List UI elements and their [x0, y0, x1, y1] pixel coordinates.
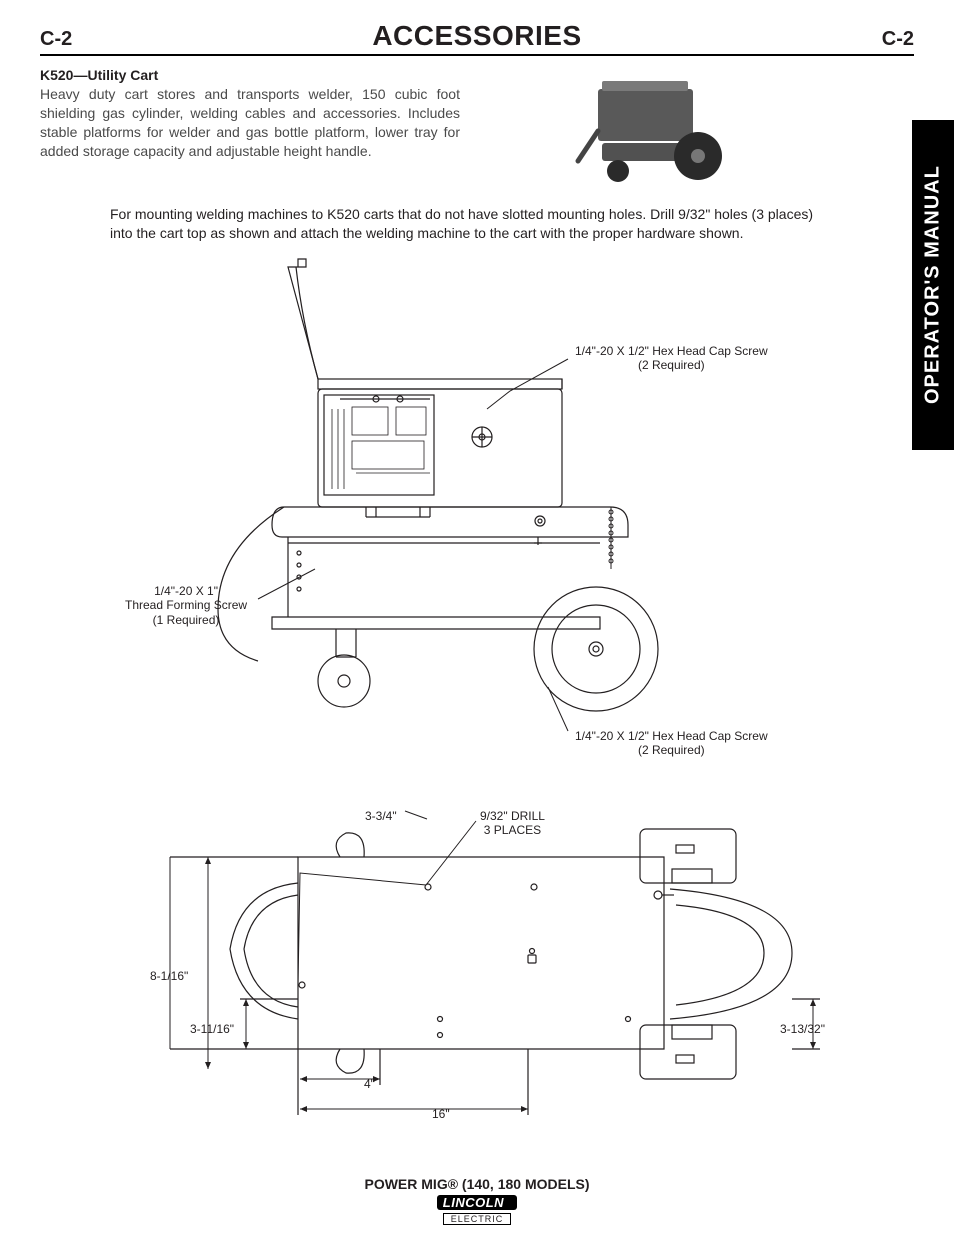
- callout-c3: 1/4"-20 X 1/2" Hex Head Cap Screw (2 Req…: [575, 729, 768, 758]
- instruction-text: For mounting welding machines to K520 ca…: [110, 205, 820, 243]
- footer-model: POWER MIG® (140, 180 MODELS): [0, 1176, 954, 1192]
- callout-c2: 1/4"-20 X 1" Thread Forming Screw (1 Req…: [125, 584, 247, 627]
- technical-drawing: [40, 249, 910, 1129]
- page-title: ACCESSORIES: [372, 20, 581, 52]
- callout-d7: 16": [432, 1107, 450, 1121]
- footer-logo: LINCOLN ELECTRIC: [0, 1194, 954, 1225]
- diagram-area: 1/4"-20 X 1/2" Hex Head Cap Screw (2 Req…: [40, 249, 914, 1129]
- callout-d4: 3-11/16": [190, 1022, 234, 1036]
- side-tab: OPERATOR'S MANUAL: [912, 120, 954, 450]
- callout-c1: 1/4"-20 X 1/2" Hex Head Cap Screw (2 Req…: [575, 344, 768, 373]
- intro-block: K520—Utility Cart Heavy duty cart stores…: [40, 66, 914, 191]
- callout-d5: 3-13/32": [780, 1022, 825, 1036]
- callout-d6: 4": [364, 1077, 375, 1091]
- brand-mark: LINCOLN: [437, 1195, 517, 1210]
- callout-d2: 9/32" DRILL 3 PLACES: [480, 809, 545, 838]
- brand-sub: ELECTRIC: [443, 1213, 511, 1225]
- page-header: C-2 ACCESSORIES C-2: [40, 20, 914, 56]
- callout-d1: 3-3/4": [365, 809, 397, 823]
- page-footer: POWER MIG® (140, 180 MODELS) LINCOLN ELE…: [0, 1176, 954, 1225]
- callout-d3: 8-1/16": [150, 969, 188, 983]
- page-code-left: C-2: [40, 28, 72, 51]
- cart-photo: [570, 71, 740, 191]
- intro-text: K520—Utility Cart Heavy duty cart stores…: [40, 66, 460, 191]
- intro-title: K520—Utility Cart: [40, 67, 158, 83]
- page-code-right: C-2: [882, 28, 914, 51]
- intro-body: Heavy duty cart stores and transports we…: [40, 86, 460, 159]
